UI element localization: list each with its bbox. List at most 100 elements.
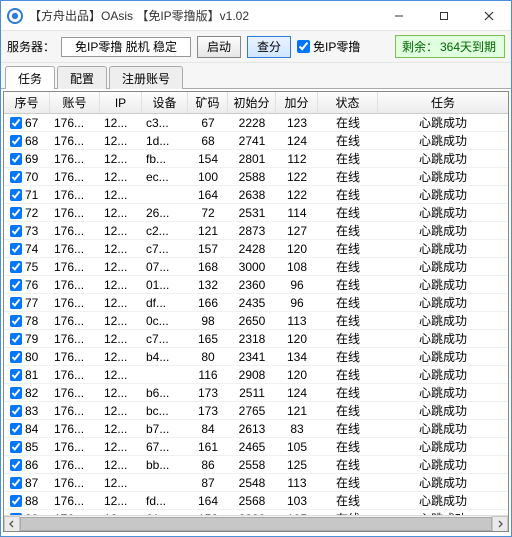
row-checkbox[interactable]	[10, 387, 22, 399]
h-scroll-thumb[interactable]	[20, 517, 492, 531]
row-checkbox[interactable]	[10, 171, 22, 183]
table-row[interactable]: 76176...12...01...132236096在线心跳成功	[4, 276, 508, 294]
row-checkbox[interactable]	[10, 135, 22, 147]
row-checkbox[interactable]	[10, 117, 22, 129]
cell-status: 在线	[318, 420, 378, 437]
row-checkbox[interactable]	[10, 243, 22, 255]
table-row[interactable]: 73176...12...c2...1212873127在线心跳成功	[4, 222, 508, 240]
h-scroll-left[interactable]	[4, 516, 20, 532]
freeip-checkbox-input[interactable]	[297, 40, 310, 53]
cell-dev: b4...	[142, 348, 188, 365]
table-row[interactable]: 72176...12...26...722531114在线心跳成功	[4, 204, 508, 222]
cell-task: 心跳成功	[378, 384, 508, 401]
cell-ip: 12...	[100, 366, 142, 383]
table-row[interactable]: 82176...12...b6...1732511124在线心跳成功	[4, 384, 508, 402]
row-checkbox[interactable]	[10, 495, 22, 507]
window-title: 【方舟出品】OAsis 【免IP零撸版】v1.02	[29, 7, 376, 24]
table-row[interactable]: 81176...12...1162908120在线心跳成功	[4, 366, 508, 384]
cell-ip: 12...	[100, 132, 142, 149]
cell-init: 2318	[228, 330, 276, 347]
cell-init: 2588	[228, 168, 276, 185]
row-checkbox[interactable]	[10, 459, 22, 471]
col-8[interactable]: 任务	[378, 92, 508, 113]
table-row[interactable]: 70176...12...ec...1002588122在线心跳成功	[4, 168, 508, 186]
tab-2[interactable]: 注册账号	[109, 66, 183, 89]
row-checkbox[interactable]	[10, 189, 22, 201]
cell-status: 在线	[318, 222, 378, 239]
tab-0[interactable]: 任务	[5, 66, 55, 89]
cell-seq: 74	[4, 240, 50, 257]
cell-ip: 12...	[100, 384, 142, 401]
cell-ip: 12...	[100, 222, 142, 239]
row-checkbox[interactable]	[10, 423, 22, 435]
cell-ip: 12...	[100, 456, 142, 473]
h-scroll-right[interactable]	[492, 516, 508, 532]
table-row[interactable]: 80176...12...b4...802341134在线心跳成功	[4, 348, 508, 366]
col-1[interactable]: 账号	[50, 92, 100, 113]
table-row[interactable]: 74176...12...c7...1572428120在线心跳成功	[4, 240, 508, 258]
row-checkbox[interactable]	[10, 369, 22, 381]
table-row[interactable]: 79176...12...c7...1652318120在线心跳成功	[4, 330, 508, 348]
cell-acct: 176...	[50, 258, 100, 275]
row-checkbox[interactable]	[10, 333, 22, 345]
cell-ip: 12...	[100, 438, 142, 455]
cell-dev: ec...	[142, 168, 188, 185]
start-button[interactable]: 启动	[197, 36, 241, 58]
cell-seq: 78	[4, 312, 50, 329]
cell-dev: fb...	[142, 150, 188, 167]
table-row[interactable]: 85176...12...67...1612465105在线心跳成功	[4, 438, 508, 456]
table-body[interactable]: 67176...12...c3...672228123在线心跳成功68176..…	[4, 114, 508, 515]
h-scrollbar[interactable]	[4, 515, 508, 531]
row-checkbox[interactable]	[10, 405, 22, 417]
row-checkbox[interactable]	[10, 315, 22, 327]
table-row[interactable]: 69176...12...fb...1542801112在线心跳成功	[4, 150, 508, 168]
col-4[interactable]: 矿码	[188, 92, 228, 113]
cell-dev: c7...	[142, 330, 188, 347]
table-row[interactable]: 68176...12...1d...682741124在线心跳成功	[4, 132, 508, 150]
col-2[interactable]: IP	[100, 92, 142, 113]
table-row[interactable]: 87176...12...872548113在线心跳成功	[4, 474, 508, 492]
table-row[interactable]: 86176...12...bb...862558125在线心跳成功	[4, 456, 508, 474]
col-7[interactable]: 状态	[318, 92, 378, 113]
cell-seq: 81	[4, 366, 50, 383]
cell-dev: c7...	[142, 240, 188, 257]
cell-status: 在线	[318, 276, 378, 293]
cell-acct: 176...	[50, 168, 100, 185]
minimize-button[interactable]	[376, 1, 421, 31]
col-6[interactable]: 加分	[276, 92, 318, 113]
row-checkbox[interactable]	[10, 279, 22, 291]
row-checkbox[interactable]	[10, 225, 22, 237]
col-5[interactable]: 初始分	[228, 92, 276, 113]
table-row[interactable]: 71176...12...1642638122在线心跳成功	[4, 186, 508, 204]
server-select[interactable]: 免IP零撸 脱机 稳定	[61, 37, 191, 57]
cell-init: 2531	[228, 204, 276, 221]
h-scroll-track[interactable]	[20, 516, 492, 532]
tabs: 任务配置注册账号	[1, 63, 511, 89]
row-checkbox[interactable]	[10, 477, 22, 489]
cell-seq: 73	[4, 222, 50, 239]
row-checkbox[interactable]	[10, 351, 22, 363]
cell-dev: c3...	[142, 114, 188, 131]
table-row[interactable]: 84176...12...b7...84261383在线心跳成功	[4, 420, 508, 438]
query-button[interactable]: 查分	[247, 36, 291, 58]
cell-seq: 84	[4, 420, 50, 437]
table-row[interactable]: 78176...12...0c...982650113在线心跳成功	[4, 312, 508, 330]
table-row[interactable]: 75176...12...07...1683000108在线心跳成功	[4, 258, 508, 276]
col-3[interactable]: 设备	[142, 92, 188, 113]
cell-add: 113	[276, 312, 318, 329]
close-button[interactable]	[466, 1, 511, 31]
cell-dev	[142, 186, 188, 203]
row-checkbox[interactable]	[10, 297, 22, 309]
table-row[interactable]: 83176...12...bc...1732765121在线心跳成功	[4, 402, 508, 420]
row-checkbox[interactable]	[10, 261, 22, 273]
row-checkbox[interactable]	[10, 441, 22, 453]
table-row[interactable]: 67176...12...c3...672228123在线心跳成功	[4, 114, 508, 132]
freeip-checkbox[interactable]: 免IP零撸	[297, 38, 360, 55]
maximize-button[interactable]	[421, 1, 466, 31]
table-row[interactable]: 77176...12...df...166243596在线心跳成功	[4, 294, 508, 312]
col-0[interactable]: 序号	[4, 92, 50, 113]
row-checkbox[interactable]	[10, 207, 22, 219]
table-row[interactable]: 88176...12...fd...1642568103在线心跳成功	[4, 492, 508, 510]
row-checkbox[interactable]	[10, 153, 22, 165]
tab-1[interactable]: 配置	[57, 66, 107, 89]
